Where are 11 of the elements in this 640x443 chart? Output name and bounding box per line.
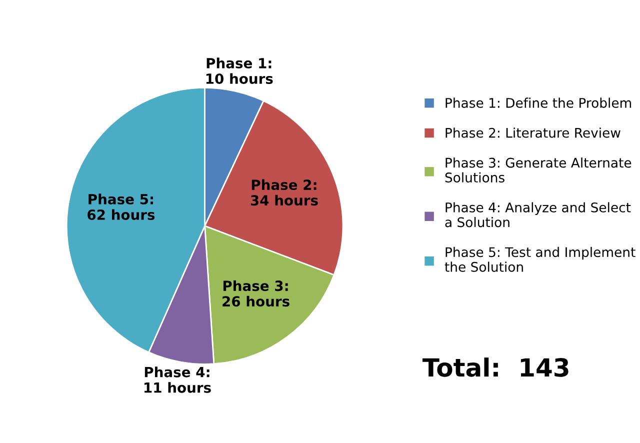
data-label: Phase 1: 10 hours: [206, 58, 273, 84]
data-label: Phase 4: 11 hours: [144, 366, 211, 393]
data-label: Phase 3: 26 hours: [222, 280, 290, 307]
legend-label: Phase 3: Generate Alternate Solutions: [445, 158, 632, 182]
legend-label: Phase 1: Define the Problem: [446, 98, 632, 108]
text: Total: 143: [422, 358, 568, 377]
data-label: Phase 5: 62 hours: [88, 194, 155, 220]
legend-label: Phase 2: Literature Review: [446, 128, 620, 138]
legend-label: Phase 5: Test and Implement the Solution: [444, 246, 636, 272]
legend-label: Phase 4: Analyze and Select a Solution: [445, 202, 631, 228]
data-label: Phase 2: 34 hours: [250, 179, 318, 206]
